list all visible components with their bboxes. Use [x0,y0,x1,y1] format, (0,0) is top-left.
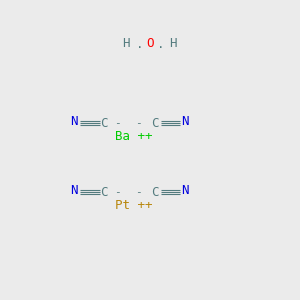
Text: C: C [151,186,158,199]
Text: Pt ++: Pt ++ [115,199,152,212]
Text: -: - [114,187,121,197]
Text: .: . [157,38,164,51]
Text: N: N [70,184,77,197]
Text: H: H [122,37,130,50]
Text: Ba ++: Ba ++ [115,130,152,143]
Text: H: H [169,37,176,50]
Text: C: C [151,117,158,130]
Text: .: . [136,38,143,51]
Text: C: C [100,186,107,199]
Text: N: N [181,115,188,128]
Text: -: - [136,118,142,128]
Text: C: C [100,117,107,130]
Text: -: - [114,118,121,128]
Text: -: - [136,187,142,197]
Text: N: N [181,184,188,197]
Text: N: N [70,115,77,128]
Text: O: O [146,37,154,50]
